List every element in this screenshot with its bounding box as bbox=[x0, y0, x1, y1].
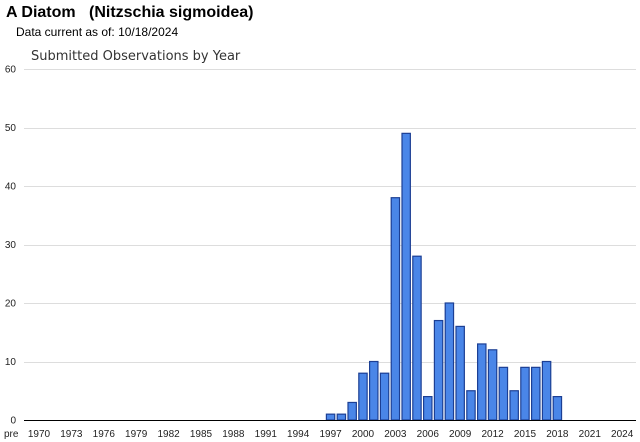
data-current-date: 10/18/2024 bbox=[118, 25, 179, 39]
x-tick-label: 1976 bbox=[93, 429, 116, 440]
x-tick-label: 1988 bbox=[222, 429, 245, 440]
species-common-name: A Diatom bbox=[6, 4, 76, 21]
x-tick-label: pre bbox=[4, 429, 19, 440]
bar-1998 bbox=[336, 413, 347, 421]
bar-2018 bbox=[552, 396, 563, 421]
bar-2000 bbox=[358, 372, 368, 421]
y-tick-label: 30 bbox=[5, 240, 17, 251]
bar-2008 bbox=[444, 302, 455, 421]
bar-2010 bbox=[466, 390, 476, 421]
bar-2004 bbox=[401, 132, 411, 421]
x-tick-label: 1973 bbox=[60, 429, 83, 440]
x-tick-label: 1982 bbox=[157, 429, 180, 440]
x-tick-label: 2006 bbox=[417, 429, 440, 440]
x-tick-label: 1997 bbox=[319, 429, 342, 440]
x-tick-label: 2018 bbox=[546, 429, 569, 440]
bar-2003 bbox=[390, 197, 401, 421]
bar-2015 bbox=[520, 366, 530, 421]
data-current-label: Data current as of: bbox=[16, 25, 115, 39]
x-tick-label: 1970 bbox=[28, 429, 51, 440]
gridlines bbox=[24, 69, 636, 363]
bar-1999 bbox=[347, 401, 357, 421]
y-tick-label: 0 bbox=[10, 416, 16, 427]
x-tick-label: 2000 bbox=[352, 429, 375, 440]
x-tick-label: 1994 bbox=[287, 429, 310, 440]
bar-2001 bbox=[369, 360, 379, 421]
y-tick-label: 60 bbox=[5, 65, 17, 76]
x-tick-label: 2009 bbox=[449, 429, 472, 440]
bar-2009 bbox=[455, 325, 465, 421]
bar-2013 bbox=[498, 366, 509, 421]
bar-2012 bbox=[487, 349, 498, 421]
data-current-line: Data current as of: 10/18/2024 bbox=[16, 25, 178, 39]
y-tick-label: 20 bbox=[5, 299, 17, 310]
bars bbox=[325, 132, 563, 421]
y-axis-ticks: 0 10 20 30 40 50 60 bbox=[5, 65, 17, 427]
bar-2005 bbox=[412, 255, 422, 421]
y-tick-label: 10 bbox=[5, 357, 17, 368]
bar-2006 bbox=[423, 396, 433, 421]
bar-2016 bbox=[530, 366, 541, 421]
x-tick-label: 1991 bbox=[255, 429, 278, 440]
x-tick-label: 2012 bbox=[481, 429, 504, 440]
bar-2007 bbox=[433, 319, 444, 421]
x-tick-label: 2021 bbox=[579, 429, 602, 440]
x-axis-ticks: pre 1970 1973 1976 1979 1982 1985 1988 1991 1994 1… bbox=[4, 429, 634, 440]
x-tick-label: 1985 bbox=[190, 429, 213, 440]
bar-2014 bbox=[509, 390, 519, 421]
species-title: A Diatom (Nitzschia sigmoidea) bbox=[6, 4, 253, 22]
species-scientific-name: (Nitzschia sigmoidea) bbox=[88, 4, 254, 21]
x-tick-label: 2015 bbox=[514, 429, 537, 440]
chart-title: Submitted Observations by Year bbox=[31, 49, 241, 64]
bar-2002 bbox=[379, 372, 390, 421]
y-tick-label: 50 bbox=[5, 123, 17, 134]
bar-2017 bbox=[541, 360, 552, 421]
y-tick-label: 40 bbox=[5, 182, 17, 193]
x-tick-label: 2003 bbox=[384, 429, 407, 440]
bar-2011 bbox=[477, 343, 487, 421]
x-tick-label: 2024 bbox=[611, 429, 634, 440]
x-tick-label: 1979 bbox=[125, 429, 148, 440]
bar-1997 bbox=[325, 413, 336, 421]
